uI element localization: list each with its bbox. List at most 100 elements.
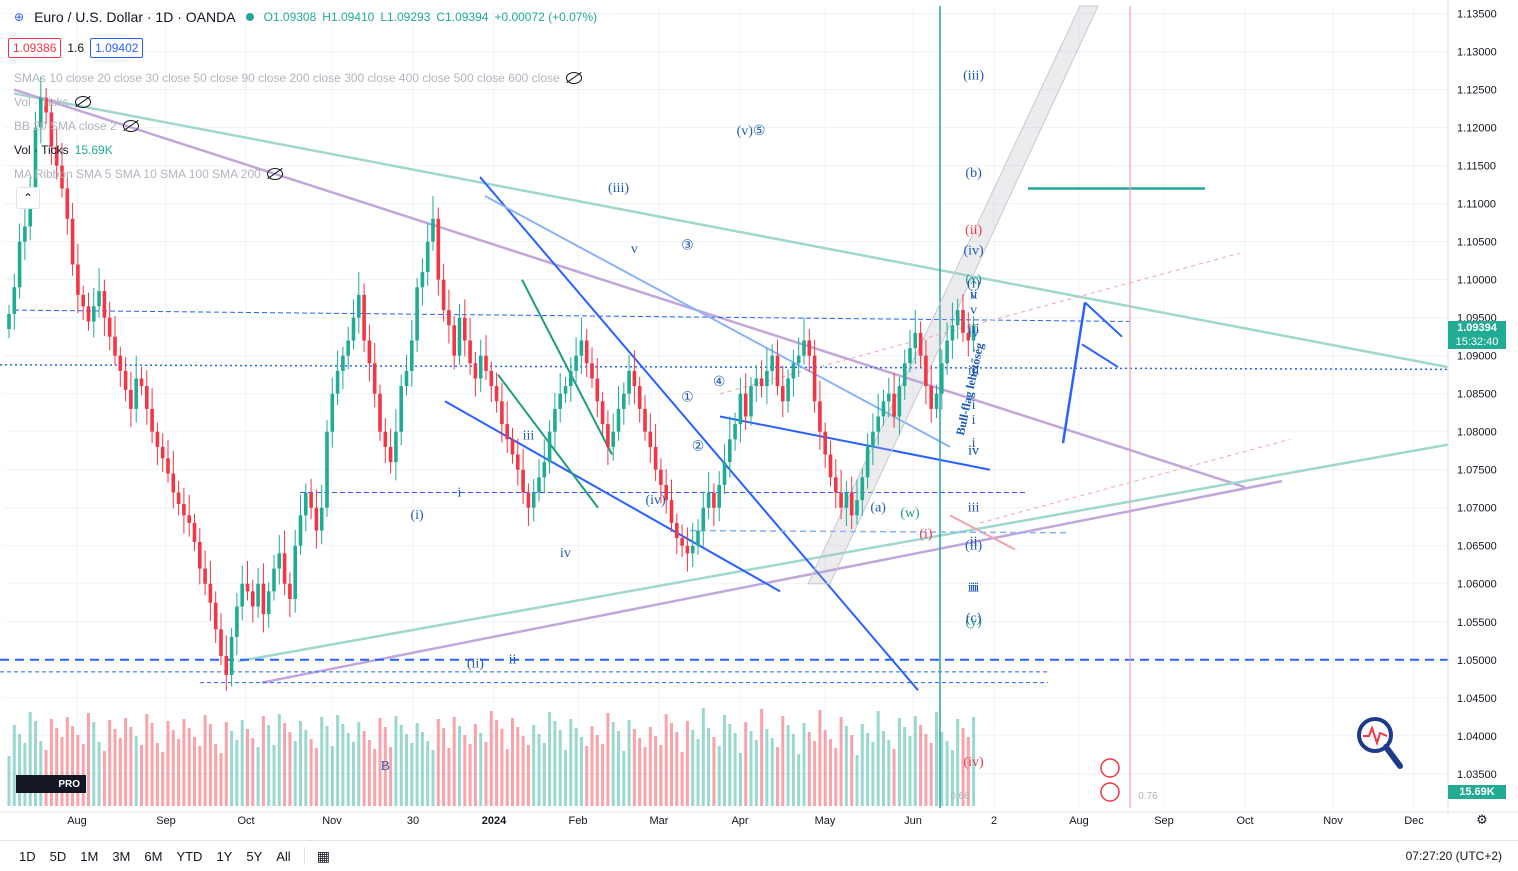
collapse-legend-button[interactable]: ⌃ xyxy=(16,187,40,209)
range-1m[interactable]: 1M xyxy=(80,848,99,864)
volume-bar xyxy=(426,741,430,806)
sell-button[interactable]: 1.09386 xyxy=(8,38,62,58)
settings-icon[interactable]: ⚙ xyxy=(1476,812,1488,827)
indicator-bb-label: BB 20 SMA close 2 xyxy=(14,119,117,133)
wave-label: (b) xyxy=(965,166,982,181)
volume-bar xyxy=(76,735,80,806)
time-tick-label: Feb xyxy=(569,815,588,827)
volume-bar xyxy=(935,712,938,806)
drawings-layer xyxy=(0,5,1449,808)
candle-body xyxy=(584,340,589,364)
wave-label: v xyxy=(970,303,977,318)
candle-body xyxy=(60,165,64,189)
candle-body xyxy=(743,393,748,417)
volume-bar xyxy=(399,725,403,806)
candle-body xyxy=(145,386,149,409)
candle-body xyxy=(802,340,806,356)
range-1y[interactable]: 1Y xyxy=(216,848,233,864)
volume-bar xyxy=(553,721,557,806)
volume-bar xyxy=(516,727,520,806)
range-3m[interactable]: 3M xyxy=(112,848,131,864)
eye-off-icon[interactable] xyxy=(266,168,283,180)
indicator-vol-label: Vol · Ticks xyxy=(14,143,69,157)
volume-bar xyxy=(489,711,493,806)
price-chart[interactable]: (v)⑤(iii)(b)(ii)(x)(iii)(iv)(i)v ③④②①iiii… xyxy=(0,0,1518,840)
eye-off-icon[interactable] xyxy=(122,120,139,132)
candle-body xyxy=(341,355,345,371)
candle-body xyxy=(49,112,54,147)
candle-body xyxy=(261,583,266,615)
fib-level-label: 0.66 xyxy=(950,791,970,802)
volume-bar xyxy=(134,736,138,806)
eye-off-icon[interactable] xyxy=(565,72,582,84)
candle-body xyxy=(277,553,282,569)
volume-bar xyxy=(749,731,753,806)
symbol-title[interactable]: Euro / U.S. Dollar · 1D · OANDA xyxy=(34,9,236,25)
wave-label: (i) xyxy=(919,527,933,542)
flag-icon[interactable] xyxy=(1100,782,1120,802)
volume-bar xyxy=(940,732,944,806)
wave-label: ii xyxy=(509,653,517,668)
range-1d[interactable]: 1D xyxy=(19,848,36,864)
indicator-sma[interactable]: SMAs 10 close 20 close 30 close 50 close… xyxy=(14,71,582,85)
indicator-bb[interactable]: BB 20 SMA close 2 xyxy=(14,119,139,133)
wave-label: (iii) xyxy=(963,69,984,84)
range-5y[interactable]: 5Y xyxy=(246,848,263,864)
volume-bar xyxy=(855,755,859,806)
candle-body xyxy=(256,583,260,607)
candle-body xyxy=(134,378,138,409)
candle-body xyxy=(70,218,75,265)
time-tick-label: 2 xyxy=(991,815,997,827)
volume-bar xyxy=(272,745,276,806)
volume-bar xyxy=(791,734,795,806)
eye-off-icon[interactable] xyxy=(74,96,91,108)
volume-bar xyxy=(309,739,313,806)
wave-label: (ii) xyxy=(965,223,982,238)
range-ytd[interactable]: YTD xyxy=(176,848,203,864)
volume-bar xyxy=(452,717,456,806)
volume-bar xyxy=(18,734,22,806)
volume-bar xyxy=(760,709,764,806)
candle-body xyxy=(966,332,971,341)
candle-body xyxy=(383,431,388,447)
clock[interactable]: 07:27:20 (UTC+2) xyxy=(1405,849,1502,863)
range-all[interactable]: All xyxy=(276,848,291,864)
volume-bar xyxy=(198,746,202,806)
calendar-range-icon[interactable]: ▦ xyxy=(316,847,330,864)
volume-bar xyxy=(28,712,32,806)
volume-bar xyxy=(569,719,573,806)
time-tick-label: Sep xyxy=(156,815,176,827)
magnifier-icon[interactable] xyxy=(1356,716,1404,772)
range-5d[interactable]: 5D xyxy=(49,848,67,864)
volume-bar xyxy=(224,722,228,806)
buy-button[interactable]: 1.09402 xyxy=(90,38,144,58)
candle-body xyxy=(749,386,753,417)
candle-body xyxy=(208,583,213,603)
volume-bar xyxy=(622,751,626,806)
wave-label: (i) xyxy=(410,508,424,523)
volume-bar xyxy=(367,740,371,806)
candle-body xyxy=(701,507,706,531)
volume-bar xyxy=(341,724,345,806)
volume-bar xyxy=(113,729,117,806)
volume-bar xyxy=(521,736,525,806)
candle-body xyxy=(971,325,976,341)
ohlc-values: O1.09308 H1.09410 L1.09293 C1.09394 +0.0… xyxy=(264,10,598,24)
candle-body xyxy=(224,655,229,675)
indicator-vol-hidden[interactable]: Vol · Ticks xyxy=(14,95,91,109)
candle-body xyxy=(791,363,796,379)
indicator-ma-ribbon[interactable]: MA Ribbon SMA 5 SMA 10 SMA 100 SMA 200 xyxy=(14,167,283,181)
time-tick-label: Apr xyxy=(731,815,748,827)
indicator-vol[interactable]: Vol · Ticks 15.69K xyxy=(14,143,113,157)
time-tick-label: 2024 xyxy=(482,815,507,827)
volume-bar xyxy=(807,732,811,806)
volume-bar xyxy=(786,725,790,806)
candle-body xyxy=(362,294,366,341)
volume-bar xyxy=(972,717,976,806)
candle-body xyxy=(139,378,144,387)
candle-body xyxy=(293,545,297,599)
range-6m[interactable]: 6M xyxy=(144,848,163,864)
candle-body xyxy=(542,462,547,478)
flag-icon[interactable] xyxy=(1100,758,1120,778)
volume-bar xyxy=(346,733,350,806)
